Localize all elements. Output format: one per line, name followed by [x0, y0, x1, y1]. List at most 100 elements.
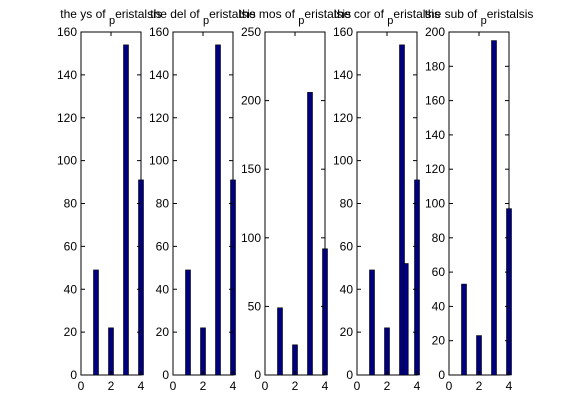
y-tick-label: 60: [156, 239, 170, 253]
x-tick-label: 2: [108, 379, 115, 393]
bar-4: [402, 263, 409, 376]
title-rest: eristalsis: [393, 7, 440, 21]
y-tick-label: 0: [254, 368, 261, 382]
y-tick-label: 50: [248, 299, 262, 313]
y-tick-label: 200: [241, 94, 261, 108]
bar-1: [93, 269, 99, 376]
bar-2: [292, 344, 298, 376]
bar-4: [322, 248, 328, 376]
bar-2: [200, 327, 206, 376]
title-rest: eristalsis: [487, 7, 534, 21]
y-tick-label: 140: [149, 68, 169, 82]
axes-box: [172, 31, 234, 376]
title-text: the sub of peristalsis: [425, 7, 534, 27]
y-tick-label: 100: [333, 154, 353, 168]
y-tick-label: 0: [162, 368, 169, 382]
title-text: the ys of peristalsis: [60, 7, 162, 27]
y-tick-label: 100: [241, 231, 261, 245]
y-tick-label: 80: [64, 197, 78, 211]
x-tick-label: 2: [200, 379, 207, 393]
bar-3: [399, 44, 405, 376]
bar-3: [491, 40, 497, 376]
y-tick-label: 120: [333, 111, 353, 125]
subplot-title: the mos of peristalsis: [239, 7, 351, 27]
y-tick-label: 140: [425, 128, 445, 142]
subplot-1: 0 20 40 60 80 100 120 140 160 0 2 4 the ys of perist…: [57, 7, 162, 393]
bar-2: [384, 327, 390, 376]
subplot-title: the del of peristalsis: [150, 7, 256, 27]
title-main: the cor of: [334, 7, 387, 21]
bar-4: [506, 208, 512, 376]
bar-2: [476, 335, 482, 376]
title-main: the ys of: [60, 7, 109, 21]
axes-box: [80, 31, 142, 376]
bar-1: [461, 283, 467, 376]
bar-4: [138, 179, 144, 376]
subplot-4: 0 20 40 60 80 100 120 140 160 0 2 4 the cor of peris…: [333, 7, 440, 393]
title-main: the sub of: [425, 7, 481, 21]
title-subscript: p: [481, 15, 487, 27]
title-rest: eristalsis: [209, 7, 256, 21]
y-tick-label: 120: [149, 111, 169, 125]
title-text: the cor of peristalsis: [334, 7, 440, 27]
subplot-title: the ys of peristalsis: [60, 7, 162, 27]
x-tick-label: 4: [506, 379, 513, 393]
bar-4: [230, 179, 236, 376]
bar-1: [277, 307, 283, 376]
x-tick-label: 0: [170, 379, 177, 393]
y-tick-label: 160: [333, 25, 353, 39]
y-tick-label: 80: [432, 231, 446, 245]
bar-1: [185, 269, 191, 376]
bar-1: [369, 269, 375, 376]
title-main: the mos of: [239, 7, 298, 21]
subplot-2: 0 20 40 60 80 100 120 140 160 0 2 4 the del of peris…: [149, 7, 256, 393]
y-tick-label: 60: [432, 265, 446, 279]
x-tick-label: 0: [262, 379, 269, 393]
bar-5: [414, 179, 420, 376]
y-tick-label: 180: [425, 59, 445, 73]
y-tick-label: 20: [64, 325, 78, 339]
bar-2: [108, 327, 114, 376]
y-tick-label: 80: [340, 197, 354, 211]
y-tick-label: 40: [156, 282, 170, 296]
y-tick-label: 80: [156, 197, 170, 211]
y-tick-label: 120: [425, 162, 445, 176]
x-tick-label: 2: [292, 379, 299, 393]
title-text: the mos of peristalsis: [239, 7, 351, 27]
title-rest: eristalsis: [115, 7, 162, 21]
y-tick-label: 160: [57, 25, 77, 39]
bar-3: [215, 44, 221, 376]
title-subscript: p: [203, 15, 209, 27]
title-subscript: p: [298, 15, 304, 27]
title-main: the del of: [150, 7, 203, 21]
x-tick-label: 4: [322, 379, 329, 393]
y-tick-label: 120: [57, 111, 77, 125]
y-tick-label: 100: [425, 197, 445, 211]
y-tick-label: 60: [64, 239, 78, 253]
bar-3: [123, 44, 129, 376]
subplot-title: the cor of peristalsis: [334, 7, 440, 27]
x-tick-label: 2: [476, 379, 483, 393]
x-tick-label: 4: [230, 379, 237, 393]
y-tick-label: 60: [340, 239, 354, 253]
x-tick-label: 4: [138, 379, 145, 393]
y-tick-label: 140: [333, 68, 353, 82]
y-tick-label: 0: [346, 368, 353, 382]
y-tick-label: 150: [241, 162, 261, 176]
y-tick-label: 100: [149, 154, 169, 168]
title-subscript: p: [387, 15, 393, 27]
x-tick-label: 0: [78, 379, 85, 393]
y-tick-label: 40: [340, 282, 354, 296]
y-tick-label: 20: [432, 334, 446, 348]
bar-3: [307, 92, 313, 376]
y-tick-label: 200: [425, 25, 445, 39]
y-tick-label: 0: [438, 368, 445, 382]
y-tick-label: 20: [156, 325, 170, 339]
subplot-title: the sub of peristalsis: [425, 7, 534, 27]
x-tick-label: 0: [354, 379, 361, 393]
y-tick-label: 0: [70, 368, 77, 382]
x-tick-label: 0: [446, 379, 453, 393]
y-tick-label: 40: [432, 299, 446, 313]
